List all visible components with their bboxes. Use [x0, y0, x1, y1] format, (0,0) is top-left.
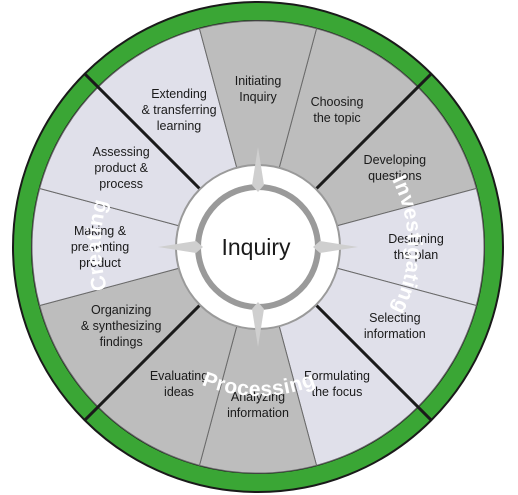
center-label: Inquiry — [221, 234, 291, 260]
segment-label-line: ideas — [164, 385, 194, 399]
segment-label-line: Choosing — [311, 95, 364, 109]
segment-label-line: findings — [100, 335, 143, 349]
segment-label-initiating-inquiry: Initiating Inquiry — [235, 74, 282, 104]
segment-label-line: Developing — [364, 153, 427, 167]
segments-layer: Choosing the topic Developing questions Desi… — [31, 20, 485, 474]
phase-divider-line — [83, 72, 202, 191]
compass-point-north-icon — [252, 147, 264, 192]
segment-label-line: Initiating — [235, 74, 282, 88]
segment-label-developing-questions: Developing questions — [364, 153, 427, 183]
segment-label-line: information — [227, 406, 289, 420]
segment-label-extending-transferring: Extending & transferring learning — [141, 87, 216, 133]
segment-label-line: process — [99, 177, 143, 191]
hub-center-disc — [206, 195, 310, 299]
segment-label-line: Designing — [388, 232, 444, 246]
segment-label-choosing-the-topic: Choosing the topic — [311, 95, 364, 125]
phase-dividers — [83, 72, 433, 422]
compass-point-west-icon — [158, 241, 203, 253]
segment-label-evaluating-ideas: Evaluating ideas — [150, 369, 208, 399]
segment-label-line: & transferring — [141, 103, 216, 117]
segment-label-assessing-product-process: Assessing product & process — [93, 145, 150, 191]
segment-label-line: learning — [157, 119, 202, 133]
segment-label-line: the plan — [394, 248, 439, 262]
phase-divider-line — [314, 303, 433, 422]
central-hub: Inquiry — [158, 147, 358, 347]
segment-label-line: Formulating — [304, 369, 370, 383]
segment-label-line: Selecting — [369, 311, 420, 325]
segment-label-analyzing-information: Analyzing information — [227, 390, 289, 420]
segment-label-selecting-information: Selecting information — [364, 311, 426, 341]
segment-label-line: Evaluating — [150, 369, 208, 383]
segment-label-making-presenting-product: Making & presenting product — [71, 224, 129, 270]
segment-label-line: the topic — [313, 111, 360, 125]
segment-label-line: the focus — [312, 385, 363, 399]
segment-label-line: Inquiry — [239, 90, 277, 104]
segment-label-line: Assessing — [93, 145, 150, 159]
segment-label-line: Making & — [74, 224, 127, 238]
segment-label-organizing-synthesizing: Organizing & synthesizing findings — [81, 303, 162, 349]
compass-point-east-icon — [313, 241, 358, 253]
segment-label-line: presenting — [71, 240, 129, 254]
segment-label-line: & synthesizing — [81, 319, 162, 333]
segment-label-line: Extending — [151, 87, 207, 101]
segment-label-line: Organizing — [91, 303, 151, 317]
segment-label-designing-the-plan: Designing the plan — [388, 232, 444, 262]
segment-label-line: product & — [94, 161, 148, 175]
segment-label-formulating-the-focus: Formulating the focus — [304, 369, 370, 399]
segment-label-line: information — [364, 327, 426, 341]
phase-divider-line — [83, 303, 202, 422]
segment-label-line: questions — [368, 169, 422, 183]
segment-label-line: product — [79, 256, 121, 270]
segment-label-line: Analyzing — [231, 390, 285, 404]
compass-point-south-icon — [252, 302, 264, 347]
phase-divider-line — [314, 72, 433, 191]
